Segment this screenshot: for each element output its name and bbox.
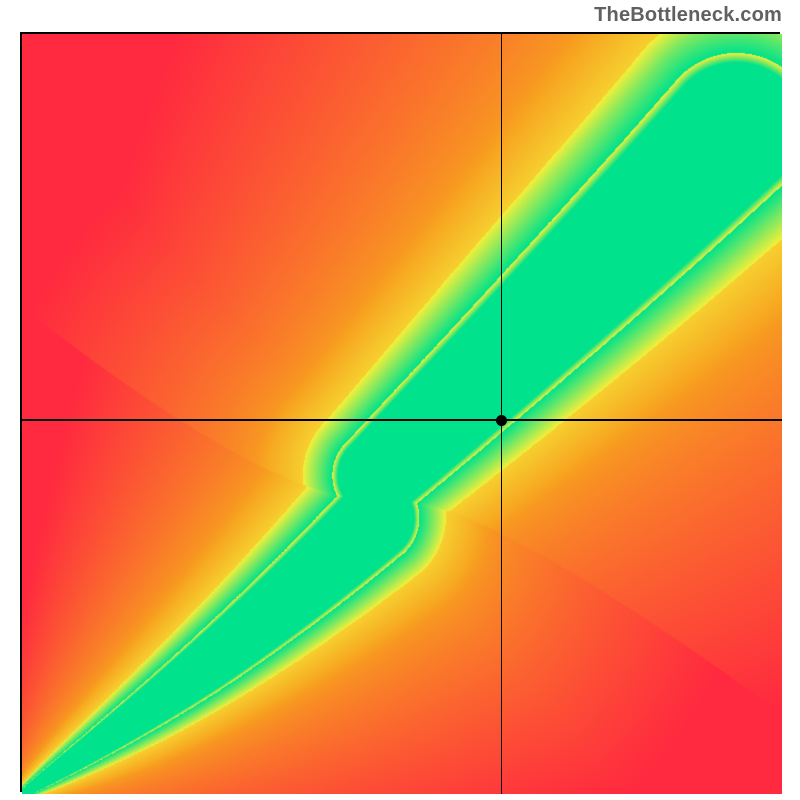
plot-area — [20, 32, 780, 792]
data-point-marker — [496, 415, 507, 426]
attribution-text: TheBottleneck.com — [594, 4, 782, 27]
heatmap-canvas — [22, 34, 782, 794]
crosshair-horizontal — [22, 419, 782, 421]
chart-container: TheBottleneck.com — [0, 0, 800, 800]
